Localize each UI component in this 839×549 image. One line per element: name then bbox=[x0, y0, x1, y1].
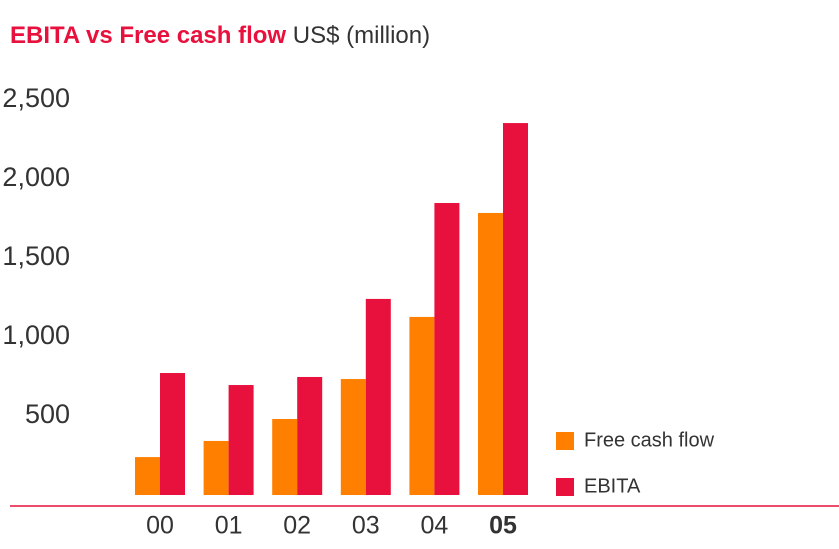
legend-label: EBITA bbox=[584, 475, 641, 497]
x-tick-label: 03 bbox=[352, 512, 380, 540]
chart-subtitle: US$ (million) bbox=[293, 22, 430, 49]
bar bbox=[365, 298, 391, 495]
x-tick-label: 05 bbox=[489, 512, 517, 540]
x-tick-label: 01 bbox=[215, 512, 243, 540]
legend-swatch bbox=[556, 432, 574, 450]
bar bbox=[503, 123, 528, 496]
bar bbox=[340, 379, 366, 495]
x-tick-label: 00 bbox=[146, 512, 174, 540]
y-tick-label: 2,500 bbox=[2, 83, 70, 113]
x-tick-label: 04 bbox=[420, 512, 448, 540]
bar bbox=[297, 376, 323, 495]
bar bbox=[203, 440, 229, 495]
bar bbox=[478, 212, 503, 495]
y-tick-label: 1,500 bbox=[2, 241, 70, 271]
bar bbox=[228, 385, 254, 495]
y-tick-label: 2,000 bbox=[2, 162, 70, 192]
y-tick-label: 1,000 bbox=[2, 320, 70, 350]
bar bbox=[160, 373, 185, 495]
legend-swatch bbox=[556, 478, 574, 496]
bar bbox=[135, 457, 160, 495]
chart-heading: EBITA vs Free cash flow US$ (million) bbox=[10, 22, 430, 49]
x-tick-label: 02 bbox=[283, 512, 311, 540]
legend-label: Free cash flow bbox=[584, 429, 715, 451]
bar bbox=[409, 316, 435, 495]
bar bbox=[434, 203, 460, 496]
chart-title: EBITA vs Free cash flow bbox=[10, 22, 286, 49]
bar bbox=[272, 419, 298, 495]
y-tick-label: 500 bbox=[25, 399, 70, 429]
